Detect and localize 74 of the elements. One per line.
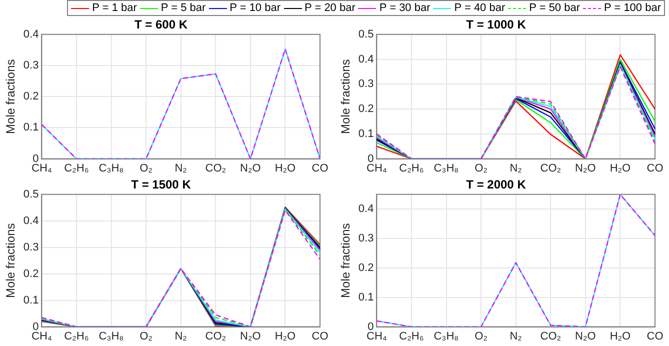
chart-title: T = 1500 K — [131, 178, 192, 192]
y-tick-label: 0.1 — [358, 128, 374, 140]
x-tick-label: CO₂ — [540, 330, 562, 342]
x-tick-label: N₂O — [240, 330, 262, 342]
y-tick-label: 0.3 — [23, 60, 39, 72]
x-tick-label: CO — [646, 330, 664, 342]
x-tick-label: N₂ — [174, 162, 187, 174]
x-tick-label: C₂H₆ — [399, 162, 424, 174]
y-axis-title: Mole fractions — [4, 223, 18, 298]
x-tick-label: C₃H₈ — [434, 330, 459, 342]
legend-label: P = 40 bar — [454, 2, 506, 14]
y-tick-label: 0.2 — [23, 90, 39, 103]
y-tick-label: 0.4 — [23, 28, 39, 40]
y-tick-label: 0.5 — [358, 28, 374, 40]
x-tick-label: N₂O — [575, 162, 596, 174]
y-tick-label: 0 — [368, 320, 374, 333]
legend-label: P = 1 bar — [92, 2, 137, 14]
x-tick-label: CO₂ — [205, 330, 226, 342]
y-axis-title: Mole fractions — [4, 59, 18, 134]
x-tick-label: C₃H₈ — [98, 162, 124, 174]
x-tick-label: CO — [312, 330, 329, 342]
y-tick-label: 0.3 — [358, 78, 374, 90]
x-tick-label: C₂H₆ — [64, 162, 89, 174]
y-tick-label: 0.3 — [358, 232, 374, 245]
x-tick-label: O₂ — [474, 162, 488, 174]
x-tick-label: N₂O — [240, 162, 262, 174]
y-tick-label: 0.3 — [23, 241, 39, 254]
x-tick-label: CH₄ — [366, 330, 388, 342]
legend-label: P = 100 bar — [604, 2, 661, 14]
legend-label: P = 50 bar — [529, 2, 580, 14]
y-tick-label: 0.4 — [358, 203, 374, 216]
y-axis-title: Mole fractions — [338, 223, 353, 298]
x-tick-label: H₂O — [610, 162, 632, 174]
legend-label: P = 20 bar — [304, 2, 356, 14]
legend-label: P = 10 bar — [230, 2, 281, 14]
y-tick-label: 0.4 — [358, 53, 374, 66]
x-tick-label: N₂ — [510, 330, 522, 342]
y-tick-label: 0 — [32, 320, 39, 333]
x-tick-label: CH₄ — [31, 162, 52, 174]
y-tick-label: 0 — [32, 152, 39, 165]
x-tick-label: H₂O — [274, 162, 296, 174]
x-tick-label: N₂O — [575, 330, 596, 342]
x-tick-label: C₂H₆ — [399, 330, 424, 342]
chart-title: T = 600 K — [134, 18, 188, 32]
legend-label: P = 5 bar — [160, 2, 206, 14]
y-tick-label: 0.2 — [358, 103, 374, 116]
x-tick-label: CO₂ — [205, 162, 226, 174]
x-tick-label: H₂O — [274, 330, 296, 342]
x-tick-label: N₂ — [174, 330, 187, 342]
x-tick-label: CO — [312, 162, 329, 174]
x-tick-label: CH₄ — [366, 162, 388, 174]
y-tick-label: 0.1 — [23, 294, 39, 306]
x-tick-label: O₂ — [474, 330, 488, 342]
y-tick-label: 0.1 — [358, 291, 374, 304]
y-tick-label: 0.2 — [23, 268, 39, 280]
y-tick-label: 0.2 — [358, 262, 374, 274]
y-tick-label: 0.5 — [23, 188, 39, 200]
x-tick-label: H₂O — [610, 330, 632, 342]
legend-label: P = 30 bar — [379, 2, 430, 14]
y-tick-label: 0 — [368, 152, 374, 165]
x-tick-label: N₂ — [510, 162, 522, 174]
y-tick-label: 0.4 — [23, 214, 39, 227]
x-tick-label: C₃H₈ — [434, 162, 459, 174]
x-tick-label: CH₄ — [31, 330, 52, 342]
x-tick-label: CO — [646, 162, 664, 174]
y-axis-title: Mole fractions — [338, 59, 353, 134]
chart-title: T = 2000 K — [466, 178, 526, 192]
x-tick-label: C₂H₆ — [64, 330, 89, 342]
y-tick-label: 0.1 — [23, 122, 39, 134]
chart-title: T = 1000 K — [466, 18, 526, 32]
x-tick-label: O₂ — [140, 162, 152, 174]
x-tick-label: CO₂ — [540, 162, 562, 174]
x-tick-label: O₂ — [140, 330, 152, 342]
x-tick-label: C₃H₈ — [98, 330, 124, 342]
